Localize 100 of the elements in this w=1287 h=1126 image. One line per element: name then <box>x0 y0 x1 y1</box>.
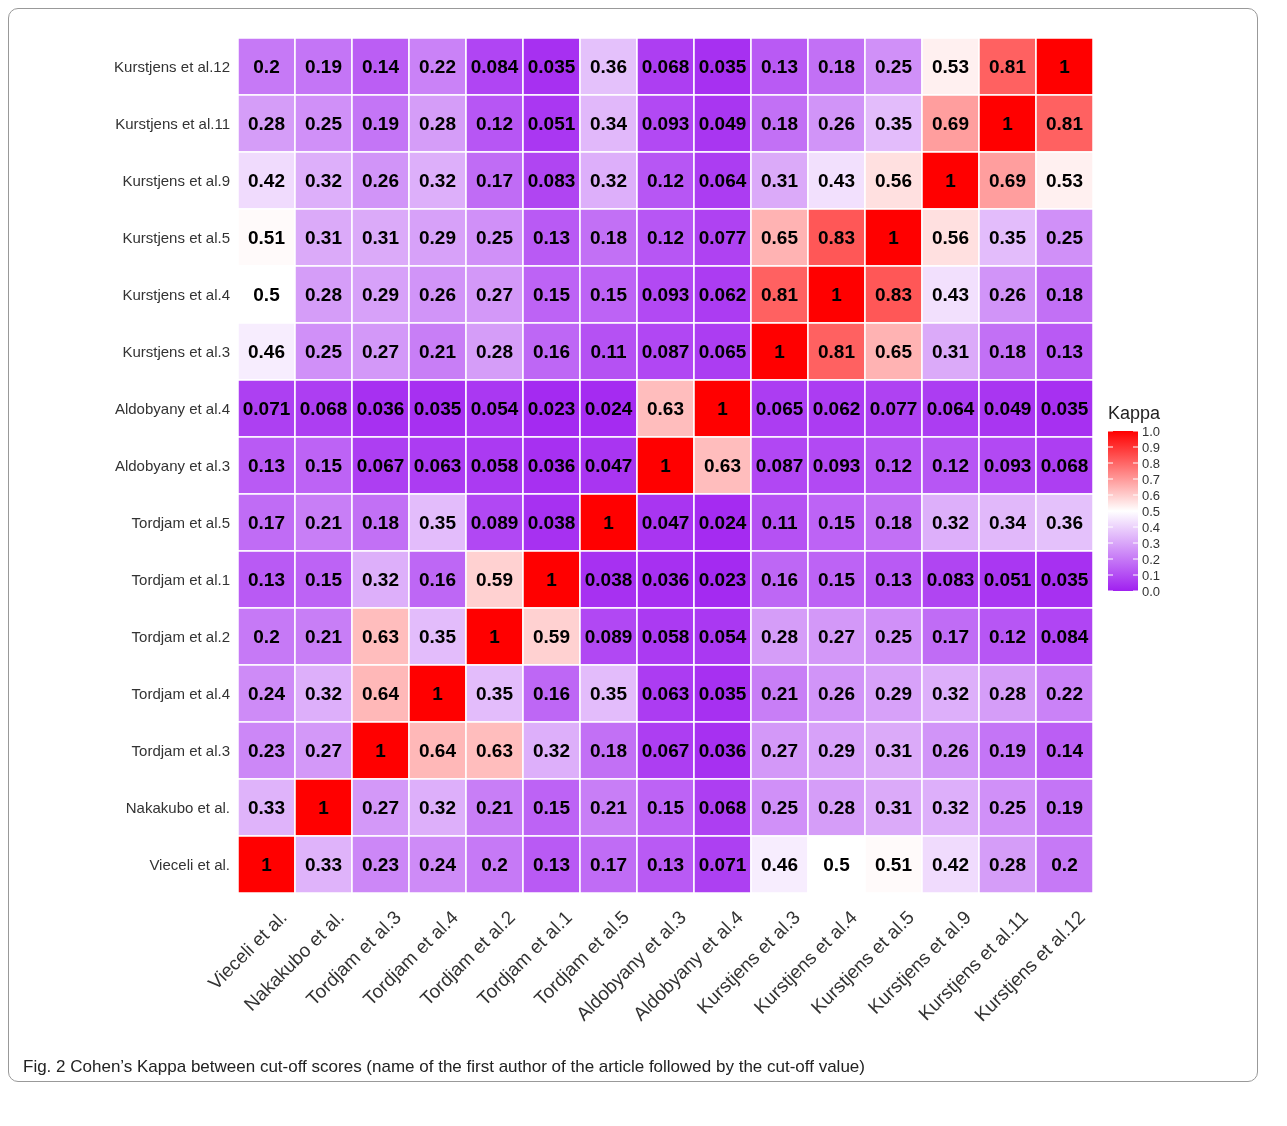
data-label: 0.17 <box>476 170 513 191</box>
data-label: 0.038 <box>527 512 576 533</box>
data-label: 0.25 <box>476 227 514 248</box>
data-label: 0.26 <box>989 284 1026 305</box>
data-label: 0.31 <box>875 740 913 761</box>
data-label: 1 <box>945 170 957 191</box>
data-label: 0.062 <box>698 284 747 305</box>
data-label: 0.32 <box>362 569 399 590</box>
data-label: 0.15 <box>533 284 571 305</box>
data-label: 0.32 <box>419 797 456 818</box>
data-label: 0.17 <box>932 626 969 647</box>
color-bar-label: 0.9 <box>1142 439 1161 455</box>
data-label: 0.18 <box>1046 284 1083 305</box>
data-label: 0.53 <box>932 56 969 77</box>
data-label: 0.093 <box>641 284 690 305</box>
data-label: 0.13 <box>647 854 684 875</box>
data-label: 0.35 <box>590 683 628 704</box>
data-label: 0.43 <box>818 170 855 191</box>
data-label: 0.16 <box>419 569 456 590</box>
data-label: 1 <box>432 683 444 704</box>
data-label: 0.24 <box>248 683 286 704</box>
data-label: 0.15 <box>647 797 685 818</box>
data-label: 0.32 <box>533 740 570 761</box>
data-label: 0.068 <box>299 398 348 419</box>
data-label: 0.56 <box>875 170 912 191</box>
data-label: 0.63 <box>647 398 684 419</box>
data-label: 0.29 <box>419 227 456 248</box>
data-label: 0.31 <box>875 797 913 818</box>
data-label: 0.27 <box>362 797 399 818</box>
y-tick-label: Aldobyany et al.3 <box>114 457 230 474</box>
data-label: 0.32 <box>932 797 969 818</box>
data-label: 0.035 <box>1040 569 1089 590</box>
data-label: 0.054 <box>698 626 747 647</box>
data-label: 0.036 <box>356 398 405 419</box>
data-label: 0.81 <box>761 284 799 305</box>
data-label: 0.16 <box>533 341 570 362</box>
data-label: 0.047 <box>584 455 633 476</box>
data-label: 0.13 <box>533 854 570 875</box>
data-label: 1 <box>1002 113 1014 134</box>
data-label: 0.12 <box>875 455 912 476</box>
data-label: 0.32 <box>305 170 342 191</box>
data-label: 1 <box>546 569 558 590</box>
data-label: 1 <box>717 398 729 419</box>
data-label: 0.27 <box>818 626 855 647</box>
data-label: 0.25 <box>305 113 343 134</box>
data-label: 0.18 <box>590 740 627 761</box>
data-label: 0.33 <box>248 797 285 818</box>
data-label: 0.023 <box>527 398 576 419</box>
data-label: 0.21 <box>419 341 457 362</box>
data-label: 0.23 <box>248 740 285 761</box>
data-label: 0.35 <box>875 113 913 134</box>
data-label: 0.051 <box>527 113 576 134</box>
data-label: 0.31 <box>932 341 970 362</box>
data-label: 0.46 <box>761 854 798 875</box>
data-label: 0.064 <box>926 398 975 419</box>
data-label: 0.18 <box>362 512 399 533</box>
data-label: 0.13 <box>248 569 285 590</box>
data-label: 0.036 <box>698 740 747 761</box>
data-label: 0.19 <box>305 56 342 77</box>
y-tick-label: Kurstjens et al.12 <box>114 58 230 75</box>
data-label: 0.33 <box>305 854 342 875</box>
data-label: 0.26 <box>818 113 855 134</box>
data-label: 0.071 <box>242 398 291 419</box>
data-label: 0.068 <box>1040 455 1089 476</box>
data-label: 0.51 <box>248 227 286 248</box>
data-label: 0.084 <box>470 56 519 77</box>
data-label: 0.34 <box>590 113 628 134</box>
data-label: 0.31 <box>305 227 343 248</box>
data-label: 0.26 <box>818 683 855 704</box>
data-label: 0.035 <box>698 683 747 704</box>
y-tick-label: Aldobyany et al.4 <box>114 400 230 417</box>
data-label: 1 <box>375 740 387 761</box>
color-bar-label: 0.4 <box>1142 519 1161 535</box>
y-tick-label: Tordjam et al.1 <box>131 571 230 588</box>
data-label: 0.25 <box>989 797 1027 818</box>
data-label: 1 <box>774 341 786 362</box>
data-label: 0.25 <box>761 797 799 818</box>
data-label: 0.18 <box>818 56 855 77</box>
data-label: 0.59 <box>476 569 513 590</box>
data-label: 0.023 <box>698 569 747 590</box>
data-label: 0.047 <box>641 512 690 533</box>
data-label: 0.049 <box>698 113 747 134</box>
data-label: 0.15 <box>305 455 343 476</box>
data-label: 0.65 <box>875 341 913 362</box>
y-tick-label: Vieceli et al. <box>149 856 230 873</box>
data-label: 0.058 <box>470 455 519 476</box>
data-label: 0.035 <box>527 56 576 77</box>
data-label: 0.18 <box>875 512 912 533</box>
data-label: 0.058 <box>641 626 690 647</box>
data-label: 0.5 <box>823 854 851 875</box>
data-label: 0.83 <box>875 284 912 305</box>
color-bar-label: 0.6 <box>1142 487 1161 503</box>
data-label: 0.25 <box>875 56 913 77</box>
data-label: 0.32 <box>932 512 969 533</box>
y-tick-label: Kurstjens et al.5 <box>122 229 230 246</box>
data-label: 0.087 <box>755 455 804 476</box>
data-label: 0.63 <box>362 626 399 647</box>
data-label: 0.32 <box>305 683 342 704</box>
data-label: 0.21 <box>590 797 628 818</box>
data-label: 0.077 <box>869 398 918 419</box>
